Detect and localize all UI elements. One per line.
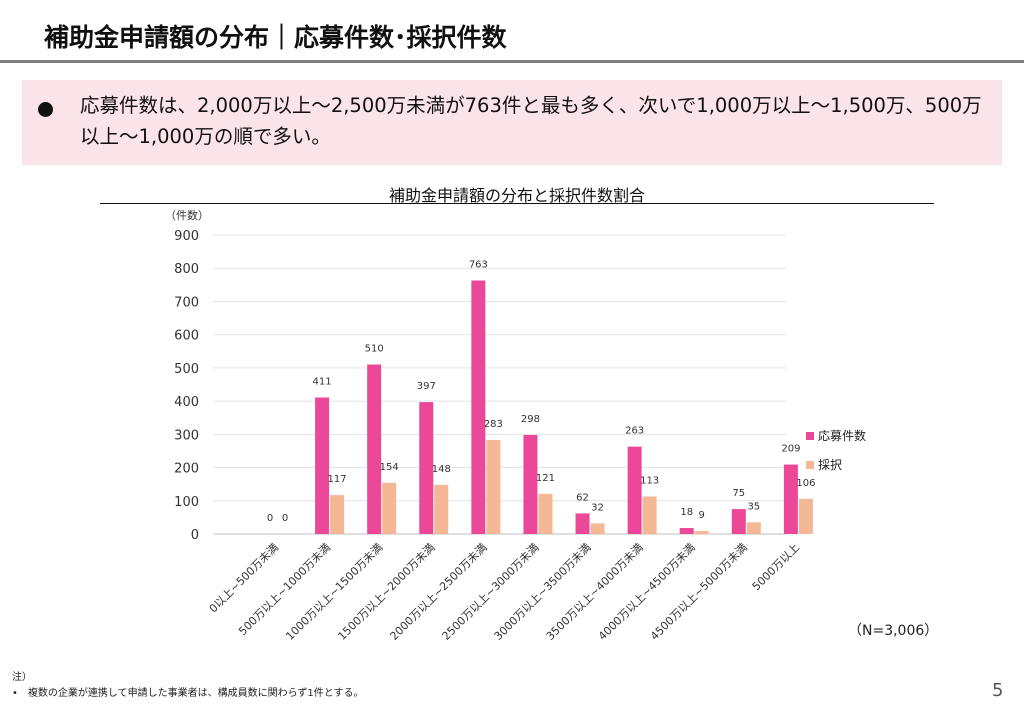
y-tick-label: 300: [174, 428, 199, 443]
bar-applications: [731, 509, 746, 534]
data-label-applications: 75: [732, 488, 745, 499]
data-label-adopted: 0: [282, 513, 288, 524]
y-tick-label: 900: [174, 229, 199, 244]
data-label-adopted: 154: [380, 462, 399, 473]
x-tick-label: 1500万以上~2000万未満: [335, 541, 437, 643]
y-tick-label: 700: [174, 295, 199, 310]
data-label-adopted: 106: [796, 478, 815, 489]
bar-applications: [367, 364, 382, 534]
summary-text: 応募件数は、2,000万以上～2,500万未満が763件と最も多く、次いで1,0…: [80, 94, 982, 148]
data-label-applications: 510: [365, 344, 384, 355]
data-label-adopted: 32: [591, 502, 604, 513]
x-tick-label: 2000万以上~2500万未満: [388, 541, 490, 643]
sample-size-label: （N=3,006）: [848, 623, 939, 639]
data-label-applications: 763: [469, 260, 488, 271]
bar-adopted: [538, 493, 553, 534]
data-label-adopted: 121: [536, 473, 555, 484]
data-label-adopted: 35: [747, 501, 760, 512]
bar-adopted: [486, 439, 501, 534]
legend-swatch: [806, 431, 814, 440]
legend-label: 採択: [818, 458, 843, 472]
note-heading: 注）: [12, 672, 32, 683]
summary-box: [22, 80, 1002, 165]
bar-adopted: [798, 498, 813, 534]
data-label-adopted: 9: [699, 510, 705, 521]
y-tick-label: 500: [174, 362, 199, 377]
data-label-applications: 397: [417, 381, 436, 392]
x-tick-label: 3000万以上~3500万未満: [492, 541, 594, 643]
x-tick-label: 5000万以上: [750, 541, 802, 593]
x-tick-label: 4500万以上~5000万未満: [648, 541, 750, 643]
x-tick-label: 4000万以上~4500万未満: [596, 541, 698, 643]
x-tick-label: 500万以上~1000万未満: [236, 541, 333, 638]
chart-title-underline: [100, 203, 934, 204]
y-tick-label: 600: [174, 329, 199, 344]
bar-adopted: [694, 531, 709, 534]
data-label-applications: 209: [781, 444, 800, 455]
bar-applications: [523, 434, 538, 534]
page-number: 5: [992, 680, 1004, 701]
data-label-adopted: 117: [328, 474, 347, 485]
slide-title: 補助金申請額の分布｜応募件数･採択件数: [44, 23, 507, 52]
data-label-applications: 18: [680, 507, 693, 518]
data-label-applications: 263: [625, 426, 644, 437]
bar-adopted: [642, 496, 657, 534]
data-label-adopted: 113: [640, 475, 659, 486]
y-axis-unit: （件数）: [165, 209, 209, 222]
legend-item-applications: 応募件数: [806, 427, 866, 444]
x-tick-label: 2500万以上~3000万未満: [440, 541, 542, 643]
bar-adopted: [746, 522, 761, 534]
bar-applications: [627, 446, 642, 534]
bar-adopted: [330, 495, 345, 534]
data-label-applications: 0: [267, 513, 273, 524]
y-tick-label: 0: [191, 528, 199, 543]
data-label-applications: 411: [313, 376, 332, 387]
chart-title: 補助金申請額の分布と採択件数割合: [388, 186, 645, 205]
legend-label: 応募件数: [818, 429, 867, 443]
y-tick-label: 100: [174, 495, 199, 510]
footnote: • 複数の企業が連携して申請した事業者は、構成員数に関わらず1件とする。: [12, 688, 364, 699]
bar-applications: [471, 280, 486, 534]
bar-adopted: [434, 484, 449, 534]
y-tick-label: 200: [174, 462, 199, 477]
data-label-applications: 62: [576, 492, 589, 503]
bar-applications: [575, 513, 590, 534]
bar-applications: [679, 528, 694, 534]
bullet-icon: [38, 102, 53, 117]
data-label-adopted: 148: [432, 464, 451, 475]
data-label-applications: 298: [521, 414, 540, 425]
legend-swatch: [806, 460, 814, 469]
bar-adopted: [590, 523, 605, 534]
legend-item-adopted: 採択: [806, 456, 866, 473]
data-label-adopted: 283: [484, 419, 503, 430]
y-tick-label: 800: [174, 262, 199, 277]
x-tick-label: 1000万以上~1500万未満: [283, 541, 385, 643]
title-divider: [0, 60, 1024, 63]
y-tick-label: 400: [174, 395, 199, 410]
x-tick-label: 3500万以上~4000万未満: [544, 541, 646, 643]
bar-applications: [419, 402, 434, 534]
bar-applications: [315, 397, 330, 534]
legend: 応募件数 採択: [806, 427, 866, 485]
bar-adopted: [382, 482, 397, 534]
bar-applications: [783, 464, 798, 534]
